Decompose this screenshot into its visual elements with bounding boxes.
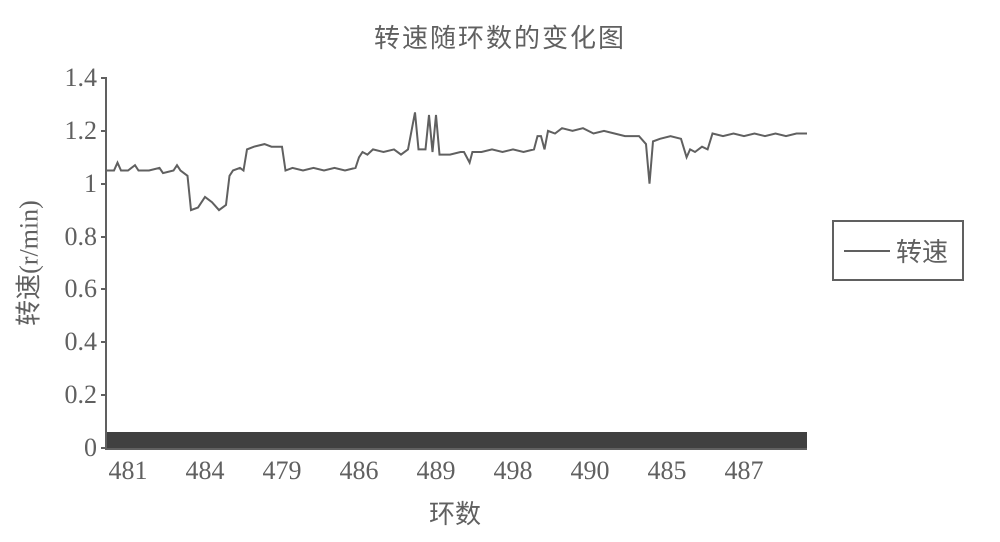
y-tick-mark	[101, 236, 107, 238]
x-tick-label: 479	[263, 448, 302, 486]
plot-wrap: 00.20.40.60.811.21.4 4814844794864894984…	[105, 78, 805, 448]
legend: 转速	[832, 220, 964, 281]
x-tick-label: 485	[648, 448, 687, 486]
chart-container: 转速随环数的变化图 00.20.40.60.811.21.4 481484479…	[0, 0, 1000, 542]
y-tick-mark	[101, 77, 107, 79]
x-tick-label: 481	[109, 448, 148, 486]
y-tick-mark	[101, 394, 107, 396]
line-chart-svg	[107, 78, 807, 448]
x-tick-label: 484	[186, 448, 225, 486]
x-tick-label: 498	[494, 448, 533, 486]
y-tick-mark	[101, 341, 107, 343]
x-tick-label: 490	[571, 448, 610, 486]
chart-title: 转速随环数的变化图	[0, 18, 1000, 55]
x-tick-label: 489	[417, 448, 456, 486]
legend-line-swatch	[844, 250, 890, 252]
y-tick-mark	[101, 288, 107, 290]
x-axis-label: 环数	[429, 494, 481, 531]
plot-area: 00.20.40.60.811.21.4 4814844794864894984…	[105, 78, 807, 450]
y-tick-mark	[101, 447, 107, 449]
y-axis-label: 转速(r/min)	[9, 200, 46, 326]
legend-label: 转速	[896, 232, 948, 269]
series-line	[107, 112, 807, 210]
x-tick-label: 486	[340, 448, 379, 486]
x-tick-label: 487	[725, 448, 764, 486]
y-tick-mark	[101, 130, 107, 132]
y-tick-mark	[101, 183, 107, 185]
